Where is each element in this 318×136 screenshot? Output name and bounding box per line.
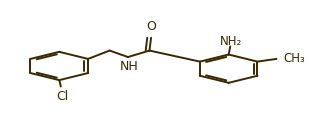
Text: Cl: Cl	[56, 90, 69, 103]
Text: NH₂: NH₂	[220, 35, 242, 48]
Text: O: O	[146, 20, 156, 33]
Text: NH: NH	[120, 60, 139, 73]
Text: CH₃: CH₃	[283, 52, 305, 65]
